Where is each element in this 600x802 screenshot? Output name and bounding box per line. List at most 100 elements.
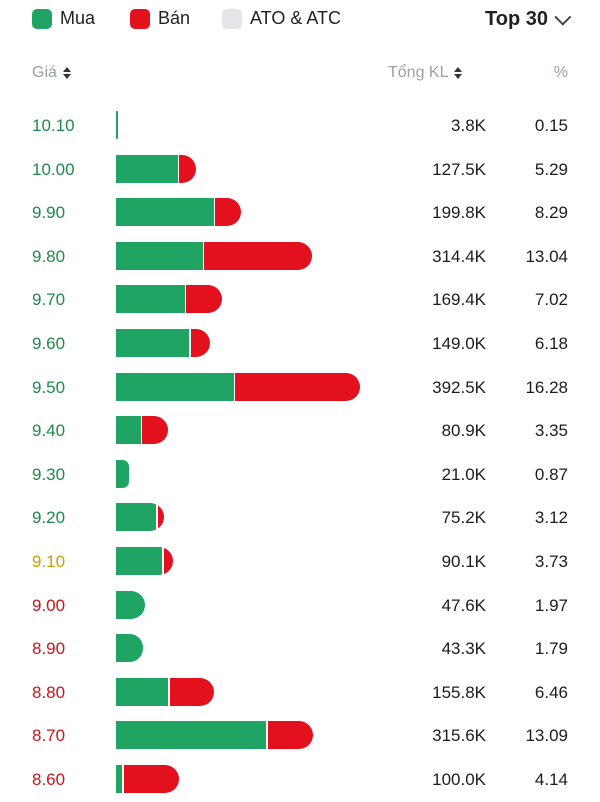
price-label: 9.70 <box>32 290 66 310</box>
price-label: 8.80 <box>32 682 66 702</box>
volume-column-header[interactable]: Tổng KL <box>388 64 463 82</box>
sell-volume-segment <box>190 329 210 357</box>
percent-label: 0.87 <box>534 464 568 484</box>
price-label: 8.60 <box>32 770 66 789</box>
segment-divider <box>122 765 124 793</box>
percent-label: 3.35 <box>534 421 568 441</box>
price-label: 9.50 <box>32 377 66 397</box>
price-label: 9.80 <box>32 246 66 266</box>
legend-buy[interactable]: Mua <box>32 8 95 29</box>
volume-bar <box>116 503 165 532</box>
volume-bar <box>116 416 168 445</box>
table-row[interactable]: 9.70 169.4K 7.02 <box>0 278 600 322</box>
buy-volume-segment <box>116 765 123 793</box>
price-column-header[interactable]: Giá <box>32 64 71 82</box>
segment-divider <box>233 372 236 401</box>
volume-bar <box>116 547 174 575</box>
volume-bar <box>116 634 143 663</box>
table-row[interactable]: 10.00 127.5K 5.29 <box>0 148 600 192</box>
price-label: 10.10 <box>32 116 75 135</box>
total-volume-label: 47.6K <box>441 595 486 615</box>
total-volume-label: 75.2K <box>441 508 486 528</box>
sell-volume-segment <box>179 154 197 183</box>
segment-divider <box>168 677 170 706</box>
table-row[interactable]: 9.90 199.8K 8.29 <box>0 191 600 235</box>
table-row[interactable]: 8.90 43.3K 1.79 <box>0 627 600 671</box>
buy-swatch-icon <box>32 8 52 29</box>
segment-divider <box>140 416 143 445</box>
volume-bar <box>116 372 361 401</box>
buy-volume-segment <box>116 634 143 663</box>
table-row[interactable]: 9.00 47.6K 1.97 <box>0 584 600 628</box>
price-label: 8.90 <box>32 639 66 659</box>
table-row[interactable]: 9.50 392.5K 16.28 <box>0 366 600 410</box>
segment-divider <box>213 198 216 227</box>
buy-volume-segment <box>116 111 119 139</box>
sell-volume-segment <box>142 416 168 445</box>
buy-volume-segment <box>116 547 163 575</box>
total-volume-label: 199.8K <box>432 203 486 223</box>
legend-ato[interactable]: ATO & ATC <box>222 8 341 29</box>
table-row[interactable]: 8.80 155.8K 6.46 <box>0 671 600 715</box>
table-row[interactable]: 9.80 314.4K 13.04 <box>0 235 600 279</box>
percent-label: 6.18 <box>534 334 568 353</box>
sell-swatch-icon <box>130 8 150 29</box>
percent-label: 13.09 <box>525 726 568 746</box>
table-row[interactable]: 8.60 100.0K 4.14 <box>0 758 600 802</box>
segment-divider <box>189 329 191 357</box>
volume-bar <box>116 329 210 357</box>
buy-volume-segment <box>116 372 234 401</box>
percent-label: 8.29 <box>534 203 568 223</box>
total-volume-label: 100.0K <box>432 770 486 789</box>
top-selector[interactable]: Top 30 <box>485 8 572 31</box>
buy-volume-segment <box>116 503 157 532</box>
sort-icon <box>454 67 463 79</box>
volume-bar <box>116 721 313 750</box>
total-volume-label: 3.8K <box>451 116 486 135</box>
volume-bar <box>116 677 214 706</box>
chevron-down-icon <box>554 8 572 26</box>
buy-volume-segment <box>116 721 267 750</box>
table-row[interactable]: 9.40 80.9K 3.35 <box>0 409 600 453</box>
percent-label: 0.15 <box>534 116 568 135</box>
table-row[interactable]: 9.10 90.1K 3.73 <box>0 540 600 584</box>
volume-bar <box>116 285 223 314</box>
buy-volume-segment <box>116 329 190 357</box>
price-label: 9.90 <box>32 203 66 223</box>
buy-volume-segment <box>116 154 178 183</box>
percent-label: 7.02 <box>534 290 568 310</box>
buy-volume-segment <box>116 198 214 227</box>
price-label: 9.10 <box>32 552 66 571</box>
percent-label: 16.28 <box>525 377 568 397</box>
price-label: 10.00 <box>32 159 75 179</box>
total-volume-label: 43.3K <box>441 639 486 659</box>
buy-volume-segment <box>116 677 168 706</box>
percent-column-header: % <box>554 64 568 82</box>
percent-label: 3.12 <box>534 508 568 528</box>
price-label: 9.30 <box>32 464 66 484</box>
price-label: 9.40 <box>32 421 66 441</box>
price-label: 8.70 <box>32 726 66 746</box>
total-volume-label: 314.4K <box>432 246 486 266</box>
sell-volume-segment <box>163 547 174 575</box>
table-row[interactable]: 9.60 149.0K 6.18 <box>0 322 600 366</box>
percent-label: 3.73 <box>534 552 568 571</box>
total-volume-label: 90.1K <box>441 552 486 571</box>
volume-bar <box>116 154 197 183</box>
total-volume-label: 315.6K <box>432 726 486 746</box>
sell-volume-segment <box>123 765 180 793</box>
total-volume-label: 392.5K <box>432 377 486 397</box>
total-volume-label: 80.9K <box>441 421 486 441</box>
sell-volume-segment <box>235 372 361 401</box>
table-row[interactable]: 8.70 315.6K 13.09 <box>0 714 600 758</box>
percent-label: 6.46 <box>534 682 568 702</box>
legend-sell[interactable]: Bán <box>130 8 190 29</box>
table-row[interactable]: 9.20 75.2K 3.12 <box>0 496 600 540</box>
top-selector-label: Top 30 <box>485 8 548 30</box>
table-row[interactable]: 10.10 3.8K 0.15 <box>0 104 600 148</box>
table-row[interactable]: 9.30 21.0K 0.87 <box>0 453 600 497</box>
legend-buy-label: Mua <box>60 8 96 28</box>
sell-volume-segment <box>204 241 313 270</box>
percent-header-label: % <box>553 64 568 81</box>
segment-divider <box>266 721 268 750</box>
